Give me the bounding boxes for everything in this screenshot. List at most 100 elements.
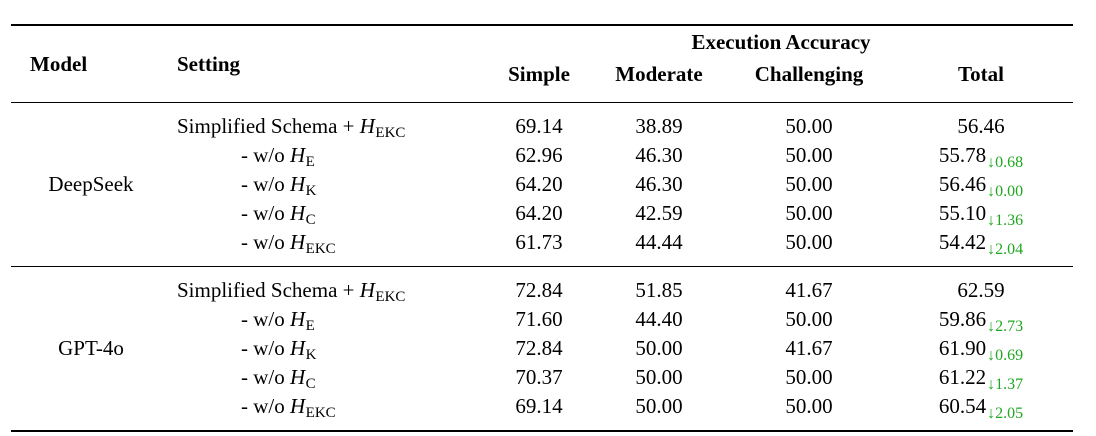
delta-decrease-badge: ↓0.69	[987, 347, 1024, 364]
moderate-value: 42.59	[635, 201, 683, 225]
simple-value: 69.14	[515, 394, 563, 418]
total-number: 56.46	[957, 114, 1005, 138]
math-h-symbol: H	[290, 172, 306, 196]
model-group-deepseek: DeepSeek Simplified Schema + HEKC 69.14 38.…	[11, 103, 1073, 267]
subheader-total: Total	[958, 62, 1004, 86]
math-h-subscript: K	[305, 183, 317, 199]
total-value: 61.22↓1.37	[889, 363, 1073, 393]
math-h-symbol: H	[290, 336, 306, 360]
table-row: - w/o HK 72.84 50.00 41.67 61.90↓0.69	[11, 334, 1073, 364]
math-h-subscript: EKC	[375, 125, 406, 141]
challenging-value: 50.00	[785, 307, 833, 331]
total-number: 60.54	[938, 394, 987, 418]
total-number: 54.42	[938, 230, 987, 254]
math-h-subscript: C	[305, 212, 316, 228]
simple-value: 70.37	[515, 365, 563, 389]
math-h-subscript: EKC	[305, 405, 336, 421]
table-row: - w/o HE 62.96 46.30 50.00 55.78↓0.68	[11, 141, 1073, 171]
setting-label: - w/o HE	[241, 143, 315, 170]
simple-value: 61.73	[515, 230, 563, 254]
table-row: - w/o HEKC 61.73 44.44 50.00 54.42↓2.04	[11, 228, 1073, 267]
total-value: 59.86↓2.73	[889, 305, 1073, 335]
setting-label: - w/o HK	[241, 172, 317, 199]
simple-value: 64.20	[515, 201, 563, 225]
challenging-value: 50.00	[785, 365, 833, 389]
simple-value: 69.14	[515, 114, 563, 138]
model-name: GPT-4o	[58, 336, 124, 360]
total-number: 55.78	[938, 143, 987, 167]
math-h-subscript: EKC	[375, 289, 406, 305]
challenging-value: 41.67	[785, 336, 833, 360]
math-h-symbol: H	[290, 365, 306, 389]
challenging-value: 50.00	[785, 230, 833, 254]
total-value: 56.46↓0.00	[889, 170, 1073, 200]
challenging-value: 50.00	[785, 114, 833, 138]
simple-value: 72.84	[515, 278, 563, 302]
header-row-sub: Simple Moderate Challenging Total	[11, 59, 1073, 103]
setting-label: - w/o HE	[241, 307, 315, 334]
delta-decrease-badge: ↓0.00	[987, 183, 1024, 200]
math-h-subscript: E	[305, 318, 315, 334]
moderate-value: 38.89	[635, 114, 683, 138]
math-h-symbol: H	[359, 114, 376, 138]
setting-label: Simplified Schema + HEKC	[177, 278, 406, 305]
setting-label: - w/o HEKC	[241, 230, 336, 257]
simple-value: 72.84	[515, 336, 563, 360]
moderate-value: 46.30	[635, 172, 683, 196]
delta-decrease-badge: ↓2.05	[987, 405, 1024, 422]
total-number: 61.22	[938, 365, 987, 389]
total-number: 59.86	[938, 307, 987, 331]
column-header-model: Model	[30, 51, 88, 76]
total-value: 61.90↓0.69	[889, 334, 1073, 364]
math-h-subscript: C	[305, 376, 316, 392]
ablation-results-table-wrap: Model Setting Execution Accuracy Simple …	[11, 24, 1073, 432]
subheader-challenging: Challenging	[754, 62, 864, 86]
header-row-top: Model Setting Execution Accuracy	[11, 25, 1073, 76]
setting-label: - w/o HC	[241, 365, 316, 392]
moderate-value: 44.40	[635, 307, 683, 331]
subheader-simple: Simple	[508, 62, 570, 86]
column-header-setting: Setting	[177, 51, 240, 76]
table-header: Model Setting Execution Accuracy Simple …	[11, 25, 1073, 103]
challenging-value: 50.00	[785, 143, 833, 167]
challenging-value: 41.67	[785, 278, 833, 302]
delta-decrease-badge: ↓1.36	[987, 212, 1024, 229]
column-group-header-execution-accuracy: Execution Accuracy	[691, 30, 871, 54]
table-row: - w/o HC 64.20 42.59 50.00 55.10↓1.36	[11, 199, 1073, 229]
table-row: DeepSeek Simplified Schema + HEKC 69.14 38.…	[11, 103, 1073, 196]
model-group-gpt4o: GPT-4o Simplified Schema + HEKC 72.84 51.85…	[11, 266, 1073, 432]
table-row: - w/o HE 71.60 44.40 50.00 59.86↓2.73	[11, 305, 1073, 335]
simple-value: 62.96	[515, 143, 563, 167]
total-number: 61.90	[938, 336, 987, 360]
setting-label: - w/o HEKC	[241, 394, 336, 421]
math-h-subscript: K	[305, 347, 317, 363]
results-table: Model Setting Execution Accuracy Simple …	[11, 24, 1073, 432]
total-number: 56.46	[938, 172, 987, 196]
moderate-value: 50.00	[635, 365, 683, 389]
math-h-symbol: H	[290, 201, 306, 225]
table-row: GPT-4o Simplified Schema + HEKC 72.84 51.85…	[11, 267, 1073, 360]
table-row: - w/o HEKC 69.14 50.00 50.00 60.54↓2.05	[11, 392, 1073, 431]
math-h-subscript: E	[305, 154, 315, 170]
total-value: 55.10↓1.36	[889, 199, 1073, 229]
moderate-value: 50.00	[635, 394, 683, 418]
setting-label: - w/o HK	[241, 336, 317, 363]
challenging-value: 50.00	[785, 201, 833, 225]
math-h-symbol: H	[290, 143, 306, 167]
challenging-value: 50.00	[785, 394, 833, 418]
total-value: 55.78↓0.68	[889, 141, 1073, 171]
simple-value: 71.60	[515, 307, 563, 331]
total-value: 54.42↓2.04	[889, 228, 1073, 267]
delta-decrease-badge: ↓2.04	[987, 241, 1024, 258]
delta-decrease-badge: ↓2.73	[987, 318, 1024, 335]
moderate-value: 46.30	[635, 143, 683, 167]
math-h-symbol: H	[290, 230, 306, 254]
math-h-symbol: H	[290, 394, 306, 418]
setting-label: - w/o HC	[241, 201, 316, 228]
total-number: 55.10	[938, 201, 987, 225]
math-h-symbol: H	[290, 307, 306, 331]
total-number: 62.59	[957, 278, 1005, 302]
model-name: DeepSeek	[48, 172, 134, 196]
total-value: 60.54↓2.05	[889, 392, 1073, 431]
subheader-moderate: Moderate	[615, 62, 703, 86]
